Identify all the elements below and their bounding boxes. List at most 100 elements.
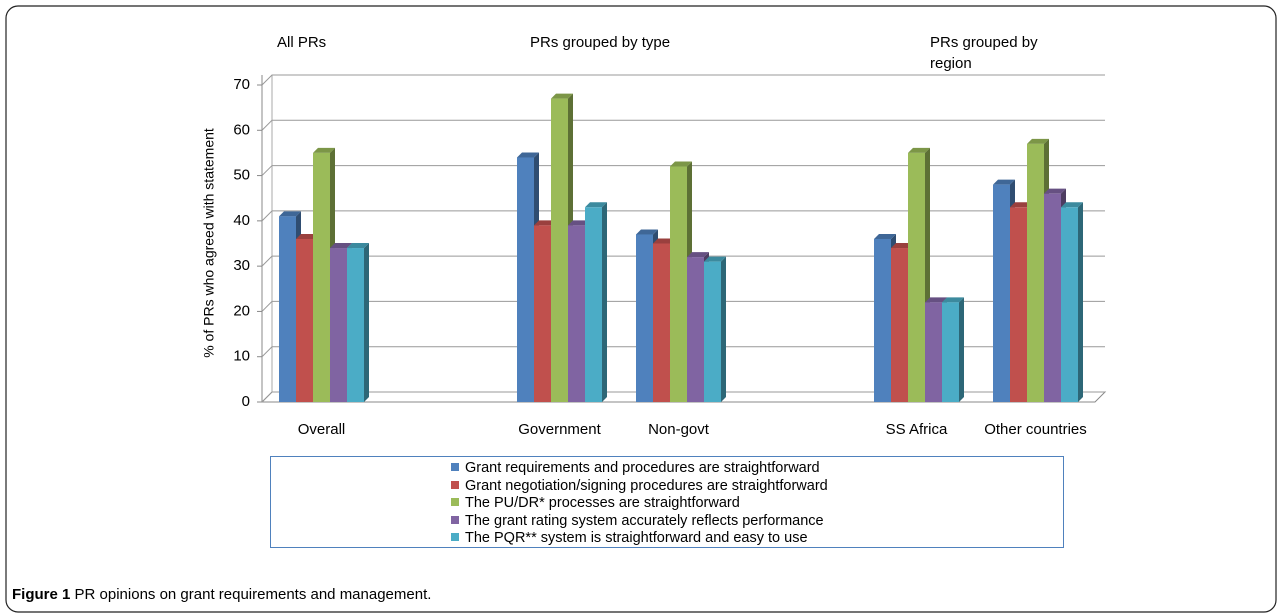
bar-top [670,161,692,167]
bar-front [670,166,687,402]
y-tick-label: 30 [233,257,250,274]
legend-swatch [451,533,459,541]
bar [347,243,369,402]
bar-top [993,179,1015,185]
bar [942,297,964,402]
legend-label: The grant rating system accurately refle… [465,512,824,529]
bar-front [313,152,330,402]
bar-front [534,225,551,402]
bar-top [534,220,556,226]
bar-front [704,261,721,402]
grid-line [261,165,1105,176]
bar [1061,202,1083,402]
bar-top [942,297,964,303]
bar-front [551,98,568,402]
grid-line [261,119,1105,131]
annotation: PRs grouped by region [930,34,1038,72]
bar [585,202,607,402]
bar-front [1027,143,1044,402]
annotation: All PRs [277,34,327,51]
bar-front [330,248,347,402]
grid-line [261,346,1105,358]
bar-front [1061,207,1078,402]
bar-side [959,297,964,402]
legend-swatch [451,498,459,506]
bar-front [993,184,1010,402]
bar-top [704,256,726,262]
bar-top [636,229,658,235]
grid-line [261,391,1105,403]
bar-top [313,147,335,153]
bar-top [330,243,352,249]
x-tick-label: Other countries [984,421,1087,438]
bar-front [296,238,313,402]
bar-top [1010,202,1032,208]
bar-side [1078,202,1083,402]
bar-side [602,202,607,402]
bar-front [1044,193,1061,402]
bar-top [296,233,318,239]
x-tick-label: Overall [297,421,346,438]
legend-item: Grant negotiation/signing procedures are… [451,478,1063,496]
bar-top [568,220,590,226]
caption: Figure 1 PR opinions on grant requiremen… [12,586,431,603]
bar [704,256,726,402]
bar-front [891,248,908,402]
bar-side [721,256,726,402]
legend-label: Grant negotiation/signing procedures are… [465,477,828,494]
legend-swatch [451,463,459,471]
bar-top [874,233,896,239]
bar-top [1027,138,1049,144]
x-tick-label: Non-govt [648,421,709,438]
bar-top [925,297,947,303]
legend-item: The PQR** system is straightforward and … [451,530,1063,548]
y-axis-label: % of PRs who agreed with statement [201,128,217,358]
bar-front [568,225,585,402]
figure-label: Figure 1 [12,586,71,603]
bar-front [942,302,959,402]
bar-top [585,202,607,208]
legend-label: Grant requirements and procedures are st… [465,460,820,476]
bar-top [653,238,675,244]
y-tick-label: 20 [233,302,250,319]
bar-top [908,147,930,153]
bar-front [874,238,891,402]
bar-front [517,157,534,402]
y-tick-label: 50 [233,167,250,184]
caption-text: PR opinions on grant requirements and ma… [74,586,432,603]
y-tick-label: 70 [233,76,250,93]
annotation: PRs grouped by type [530,34,671,51]
legend-label: The PQR** system is straightforward and … [465,530,808,546]
frame [5,5,1277,613]
x-tick-label: Government [518,421,601,438]
legend-swatch [451,515,459,524]
x-tick-label: SS Africa [885,421,948,438]
grid-line [261,300,1105,312]
bar-top [891,243,913,249]
grid-line [261,255,1105,267]
bar-front [687,257,704,402]
bar-top [347,243,369,249]
bar-front [347,248,364,402]
y-tick-label: 60 [233,121,250,138]
legend-label: The PU/DR* processes are straightforward [465,495,740,511]
bar-top [551,93,573,99]
legend-item: The grant rating system accurately refle… [451,513,1063,531]
legend-swatch [451,480,459,489]
bar-top [279,211,301,217]
legend-item: Grant requirements and procedures are st… [451,460,1063,478]
bar-top [1061,202,1083,208]
grid-line [261,210,1105,222]
bar-front [908,152,925,402]
bar-front [636,234,653,402]
bar-top [517,152,539,158]
bar-front [653,243,670,402]
bar-top [1044,188,1066,194]
bar-front [1010,207,1027,402]
legend: Grant requirements and procedures are st… [270,456,1064,548]
bar-front [279,216,296,402]
y-tick-label: 40 [233,212,250,229]
bar-front [925,302,942,402]
